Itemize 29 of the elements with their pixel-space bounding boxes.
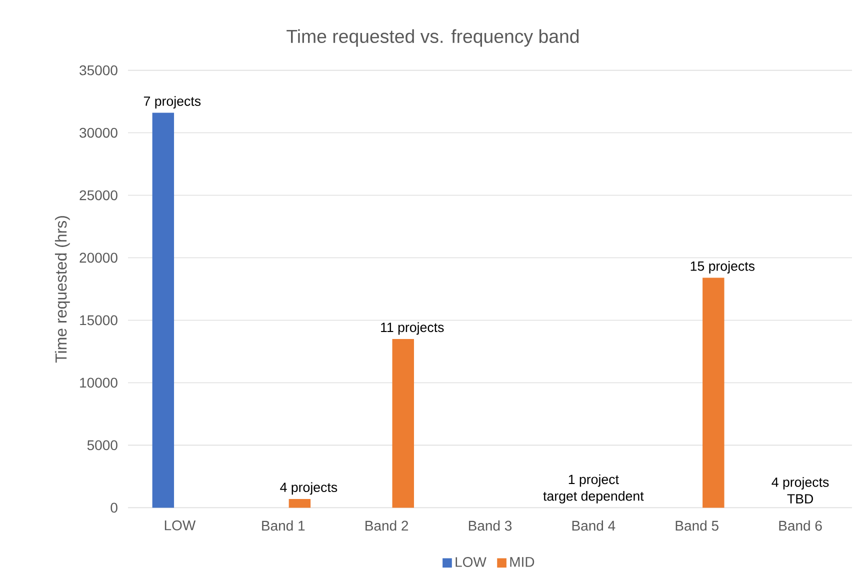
x-tick-label: Band 6 — [779, 520, 822, 531]
annotation: 7 projects — [144, 96, 201, 109]
annotation: 4 projects — [280, 482, 338, 495]
bar — [392, 338, 414, 508]
bar — [702, 278, 724, 508]
y-tick-label: 5000 — [87, 440, 118, 450]
annotation: 1 project target dependent — [543, 474, 644, 504]
x-tick-label: Band 1 — [262, 520, 305, 531]
annotation: 11 projects — [381, 322, 444, 335]
y-tick-label: 25000 — [80, 190, 118, 200]
bar — [288, 498, 311, 508]
y-tick-label: 15000 — [80, 315, 118, 326]
legend-label: MID — [510, 557, 534, 567]
x-tick-label: Band 3 — [468, 520, 512, 531]
y-tick-label: 30000 — [80, 128, 118, 138]
y-tick-label: 0 — [110, 502, 118, 513]
y-tick-label: 20000 — [80, 252, 118, 263]
legend-label: LOW — [456, 557, 486, 567]
y-axis-title: Time requested (hrs) — [54, 216, 70, 363]
x-tick-label: LOW — [164, 520, 196, 530]
bar — [152, 112, 174, 508]
y-tick-label: 35000 — [80, 65, 118, 76]
y-tick-label: 10000 — [80, 378, 118, 388]
x-tick-label: Band 2 — [366, 520, 408, 531]
chart-title: Time requested vs. frequency band — [286, 29, 579, 47]
annotation: 4 projects TBD — [772, 477, 829, 504]
x-tick-label: Band 4 — [572, 520, 616, 531]
x-tick-label: Band 5 — [676, 520, 718, 531]
annotation: 15 projects — [690, 261, 755, 274]
